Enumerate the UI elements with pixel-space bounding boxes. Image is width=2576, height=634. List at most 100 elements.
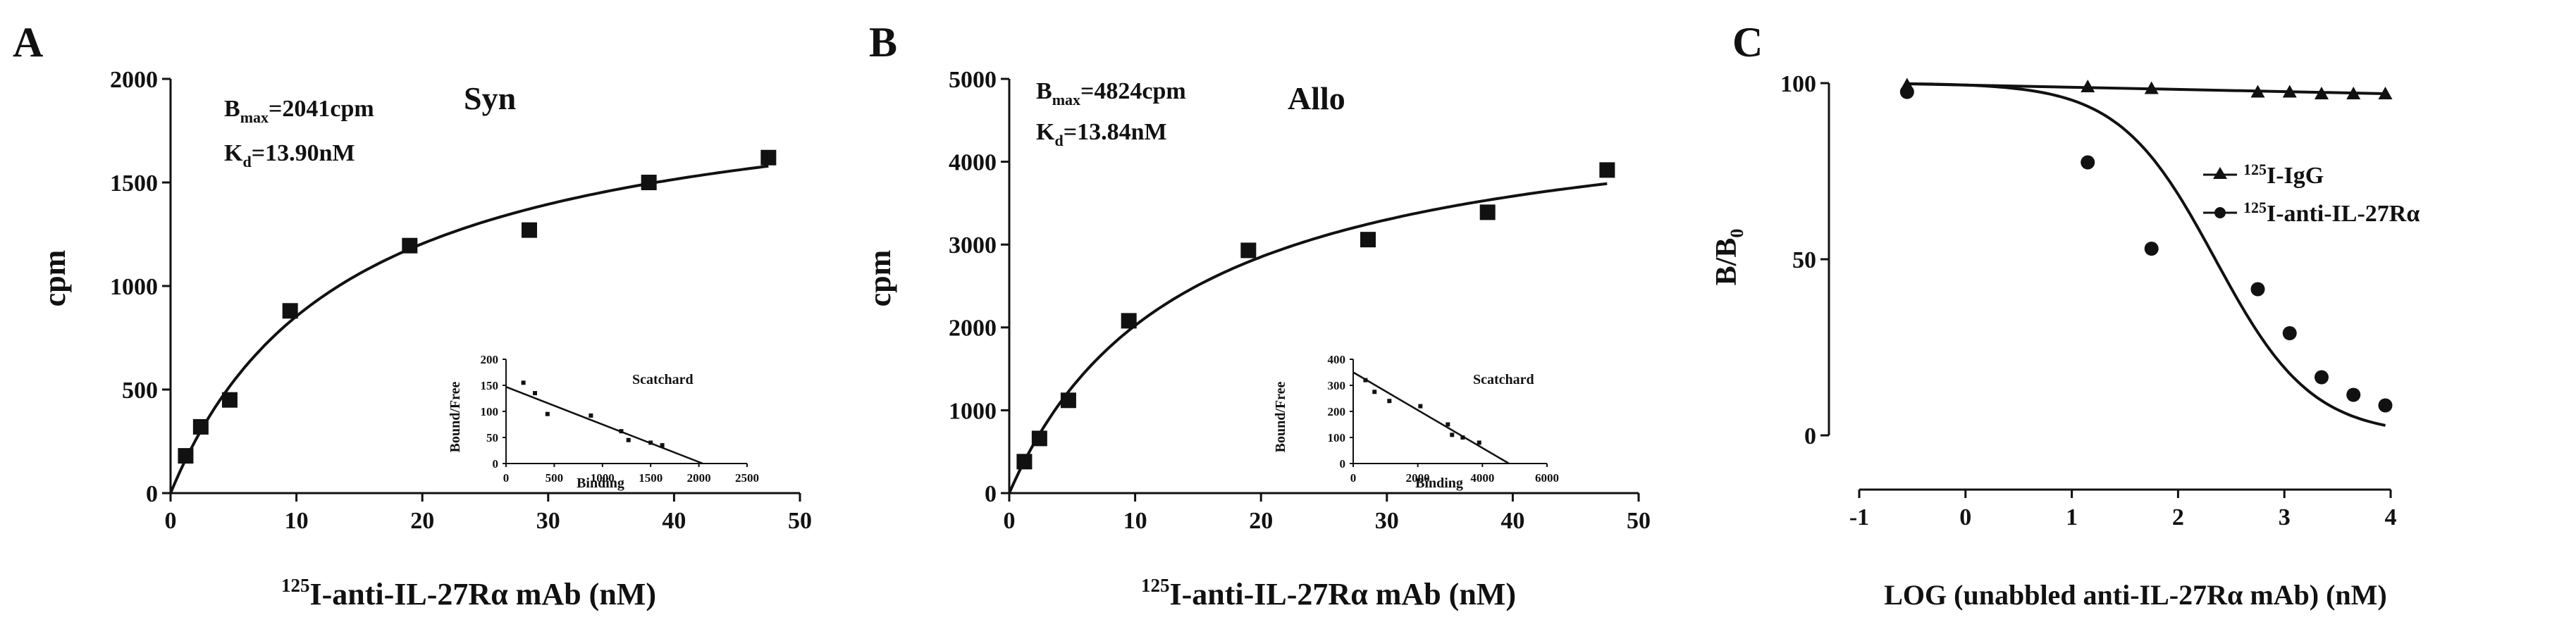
legend-triangle-marker: [2213, 167, 2227, 179]
data-point: [178, 448, 194, 464]
panel-b-bmax-sub: max: [1052, 91, 1080, 108]
y-tick-label: 4000: [949, 150, 997, 176]
x-tick-label: 0: [1004, 508, 1016, 534]
panel-a-xlabel-text: I-anti-IL-27Rα mAb (nM): [310, 577, 656, 611]
panel-b-bmax-label: B: [1036, 78, 1052, 104]
inset-point: [533, 391, 538, 396]
x-tick-label: 6000: [1535, 471, 1559, 485]
data-point: [522, 222, 538, 238]
x-tick-label: 1: [2066, 504, 2078, 530]
panel-b-kd-label: K: [1036, 119, 1055, 145]
legend-igg-text: I-IgG: [2267, 163, 2324, 189]
panel-b-inset: 0 2000 4000 6000 0 100 200 300 400: [1328, 353, 1560, 485]
antibody-point: [2346, 387, 2361, 402]
y-tick-label: 1000: [949, 398, 997, 424]
panel-b-inset-xlabel: Binding: [1415, 476, 1463, 491]
igg-point: [2081, 80, 2095, 92]
x-tick-label: 2: [2172, 504, 2184, 530]
data-point: [1121, 313, 1137, 329]
panel-b-inset-ylabel: Bound/Free: [1273, 382, 1288, 453]
panel-b-bmax: Bmax=4824cpm: [1036, 78, 1186, 108]
y-tick-label: 100: [1328, 431, 1346, 445]
antibody-point: [2314, 370, 2329, 385]
data-point: [282, 303, 298, 319]
data-point: [1599, 162, 1615, 178]
y-tick-label: 2000: [110, 67, 158, 93]
panel-c-xlabel: LOG (unabbled anti-IL-27Rα mAb) (nM): [1884, 579, 2387, 611]
inset-point: [1372, 390, 1377, 394]
x-tick-label: 2000: [687, 471, 711, 485]
data-point: [1360, 232, 1376, 248]
panel-c-axes: -1 0 1 2 3 4 0 50 100: [1780, 71, 2397, 530]
panel-a-bmax-label: B: [224, 96, 240, 122]
x-tick-label: -1: [1849, 504, 1869, 530]
panel-a-bmax: Bmax=2041cpm: [224, 96, 374, 126]
igg-point: [2378, 87, 2393, 99]
panel-c-legend: 125I-IgG 125I-anti-IL-27Rα: [2203, 161, 2420, 227]
x-tick-label: 50: [788, 508, 812, 534]
data-point: [1016, 454, 1033, 470]
inset-point: [660, 443, 665, 448]
panel-a-inset-title: Scatchard: [632, 372, 694, 387]
panel-a-inset: 0 500 1000 1500 2000 2500 0 50 100 150 200: [481, 353, 760, 485]
data-point: [221, 392, 238, 408]
y-tick-label: 0: [493, 457, 499, 471]
inset-point: [588, 413, 593, 418]
legend-antibody-text: I-anti-IL-27Rα: [2267, 201, 2420, 227]
x-tick-label: 0: [503, 471, 510, 485]
x-tick-label: 3: [2279, 504, 2291, 530]
panel-a-inset-ylabel: Bound/Free: [448, 382, 463, 453]
legend-antibody-sup: 125: [2243, 199, 2267, 216]
x-tick-label: 0: [1959, 504, 1971, 530]
inset-point: [1477, 440, 1481, 445]
x-tick-label: 0: [1350, 471, 1357, 485]
fit-curve: [169, 164, 769, 494]
panel-b-xlabel-text: I-anti-IL-27Rα mAb (nM): [1170, 577, 1516, 611]
x-tick-label: 40: [662, 508, 686, 534]
y-tick-label: 400: [1328, 353, 1346, 366]
y-tick-label: 300: [1328, 379, 1346, 392]
inset-fit-line: [1352, 371, 1510, 465]
igg-point: [2346, 87, 2361, 99]
y-tick-label: 0: [146, 481, 158, 507]
data-point: [402, 237, 418, 254]
y-tick-label: 100: [1780, 71, 1816, 97]
inset-point: [1387, 399, 1392, 404]
antibody-point: [2081, 155, 2095, 170]
data-point: [192, 418, 209, 435]
y-tick-label: 2000: [949, 316, 997, 342]
y-tick-label: 1000: [110, 274, 158, 300]
x-tick-label: 2000: [1406, 471, 1430, 485]
antibody-point: [2144, 242, 2159, 256]
data-point: [1479, 204, 1496, 220]
panel-a-bmax-value: =2041cpm: [269, 96, 374, 122]
panel-c-ylabel-sub: 0: [1727, 229, 1747, 238]
x-tick-label: 4000: [1470, 471, 1494, 485]
fit-curve: [1008, 182, 1608, 494]
panel-a-kd: Kd=13.90nM: [224, 140, 355, 170]
antibody-point: [1899, 85, 1914, 99]
y-tick-label: 1500: [110, 170, 158, 197]
panel-b-ylabel: cpm: [863, 250, 897, 307]
x-tick-label: 1000: [591, 471, 615, 485]
y-tick-label: 3000: [949, 232, 997, 259]
y-tick-label: 200: [1328, 405, 1346, 418]
x-tick-label: 30: [536, 508, 560, 534]
x-tick-label: 0: [165, 508, 177, 534]
data-point: [760, 149, 777, 166]
panel-b-letter: B: [869, 19, 897, 66]
y-tick-label: 0: [1340, 457, 1346, 471]
igg-point: [2314, 87, 2329, 99]
inset-point: [626, 437, 631, 442]
panel-a-kd-sub: d: [242, 153, 251, 170]
inset-point: [1446, 422, 1450, 427]
inset-fit-line: [505, 386, 703, 465]
panel-a-xlabel-sup: 125: [281, 575, 310, 596]
x-tick-label: 20: [1249, 508, 1273, 534]
panel-c-ylabel: B/B0: [1711, 229, 1747, 286]
panel-a-ylabel: cpm: [37, 250, 72, 307]
x-tick-label: 500: [546, 471, 564, 485]
